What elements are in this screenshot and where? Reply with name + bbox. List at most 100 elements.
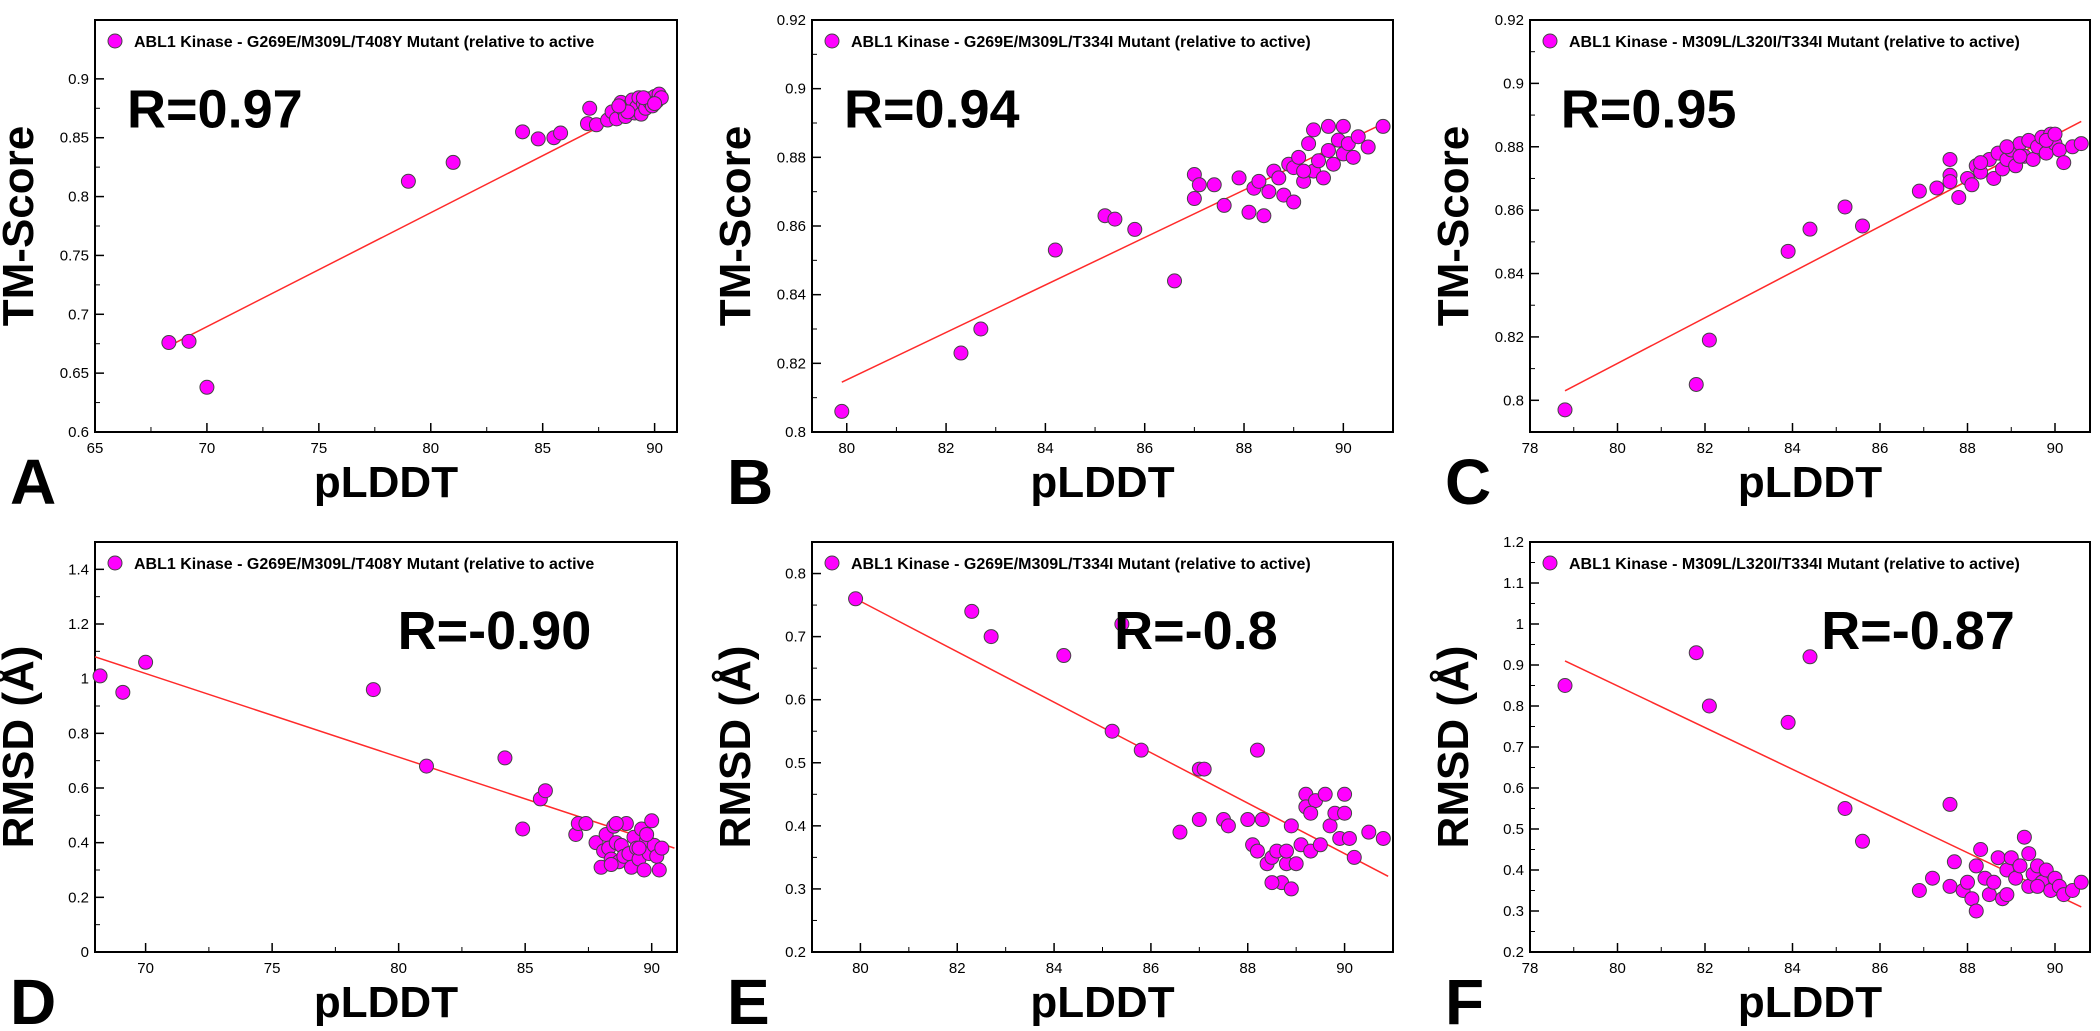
data-point	[1231, 170, 1247, 186]
y-tick-label: 0	[81, 944, 89, 961]
data-point	[1855, 218, 1870, 234]
legend-marker	[824, 33, 840, 49]
fit-line	[1564, 660, 2082, 908]
y-tick-label: 0.86	[1495, 202, 1524, 219]
data-point	[1360, 139, 1376, 155]
data-point	[1220, 818, 1236, 834]
data-point	[1375, 830, 1391, 846]
y-tick-label: 0.88	[777, 149, 806, 166]
data-point	[1172, 824, 1188, 840]
y-tick-label: 0.6	[68, 780, 89, 797]
x-axis-label: pLDDT	[314, 978, 458, 1027]
data-point	[1317, 786, 1333, 802]
y-tick-label: 0.8	[1503, 698, 1524, 715]
data-point	[1196, 761, 1212, 777]
data-point	[2030, 878, 2045, 894]
panel-letter: F	[1445, 966, 1484, 1031]
x-tick-label: 80	[838, 440, 855, 457]
y-tick-label: 0.4	[785, 818, 806, 835]
x-tick-label: 90	[643, 960, 660, 977]
data-point	[1264, 875, 1280, 891]
data-point	[964, 603, 980, 619]
data-point	[651, 862, 667, 878]
data-point	[1191, 812, 1207, 828]
legend-label: ABL1 Kinase - M309L/L320I/T334I Mutant (…	[1569, 34, 2020, 51]
data-point	[537, 783, 553, 799]
legend-marker	[1542, 555, 1558, 571]
data-point	[639, 826, 655, 842]
data-point	[1942, 796, 1958, 812]
data-point	[2047, 126, 2063, 142]
data-point	[1346, 849, 1362, 865]
y-tick-label: 1.4	[68, 561, 89, 578]
data-point	[1312, 837, 1328, 853]
data-point	[973, 321, 989, 337]
data-point	[2025, 151, 2041, 167]
panel-letter: D	[10, 966, 56, 1031]
data-point	[1701, 698, 1717, 714]
panel-e: 80 82 84 86 88 90 0.2 0.3 0.4 0.5 0.6 0.7 0.8 pLDDT RM…	[711, 541, 1394, 1031]
panel-c: 78 80 82 84 86 88 90 0.8 0.82 0.84 0.86 0.88 0.9 0.92…	[1429, 12, 2091, 518]
x-tick-label: 90	[2047, 440, 2064, 457]
y-tick-label: 0.8	[1503, 392, 1524, 409]
panel-b: 80 82 84 86 88 90 0.8 0.82 0.84 0.86 0.88 0.9 0.92 pL…	[711, 12, 1394, 518]
y-tick-label: 0.7	[1503, 739, 1524, 756]
data-point	[2073, 874, 2089, 890]
y-tick-label: 0.92	[777, 12, 806, 29]
data-point	[553, 125, 569, 141]
fit-line	[855, 598, 1389, 877]
data-point	[1964, 177, 1980, 193]
correlation-label: R=-0.87	[1821, 601, 2015, 661]
data-point	[1802, 221, 1818, 237]
correlation-label: R=0.95	[1561, 79, 1737, 139]
data-point	[2016, 829, 2032, 845]
x-tick-label: 86	[1136, 440, 1153, 457]
data-point	[2051, 142, 2067, 158]
y-tick-label: 0.82	[1495, 329, 1524, 346]
data-point	[1127, 221, 1143, 237]
data-point	[1291, 149, 1307, 165]
data-point	[834, 403, 850, 419]
data-point	[1375, 118, 1391, 134]
data-point	[1283, 881, 1299, 897]
data-point	[1186, 191, 1202, 207]
plot-frame	[811, 541, 1394, 953]
x-tick-label: 84	[1037, 440, 1054, 457]
data-point	[1056, 648, 1072, 664]
y-tick-label: 0.92	[1495, 12, 1524, 29]
y-tick-label: 0.5	[1503, 821, 1524, 838]
data-point	[92, 668, 108, 684]
data-point	[1335, 118, 1351, 134]
x-tick-label: 70	[199, 440, 216, 457]
y-tick-label: 0.9	[785, 81, 806, 98]
data-point	[515, 821, 531, 837]
correlation-label: R=0.97	[127, 79, 303, 139]
x-tick-label: 90	[646, 440, 663, 457]
data-point	[365, 682, 381, 698]
y-tick-label: 0.8	[68, 725, 89, 742]
y-tick-label: 1.1	[1503, 575, 1524, 592]
x-tick-label: 85	[534, 440, 551, 457]
data-point	[1973, 155, 1989, 171]
y-tick-label: 0.84	[777, 287, 806, 304]
y-tick-label: 0.2	[785, 944, 806, 961]
data-point	[1999, 139, 2015, 155]
y-tick-label: 0.6	[68, 424, 89, 441]
legend-label: ABL1 Kinase - G269E/M309L/T408Y Mutant (…	[134, 556, 594, 573]
data-point	[1557, 678, 1573, 693]
x-tick-label: 80	[422, 440, 439, 457]
data-point	[1990, 850, 2006, 866]
data-point	[1249, 843, 1265, 859]
y-axis-label: RMSD (Å)	[711, 646, 760, 849]
legend-marker	[107, 33, 123, 49]
x-tick-label: 82	[1697, 960, 1714, 977]
x-tick-label: 90	[2047, 960, 2064, 977]
y-tick-label: 0.9	[1503, 75, 1524, 92]
x-tick-label: 75	[311, 440, 328, 457]
data-point	[1942, 174, 1958, 190]
panel-letter: B	[727, 446, 773, 518]
data-point	[181, 333, 197, 349]
y-tick-label: 0.86	[777, 218, 806, 235]
x-tick-label: 70	[137, 960, 154, 977]
